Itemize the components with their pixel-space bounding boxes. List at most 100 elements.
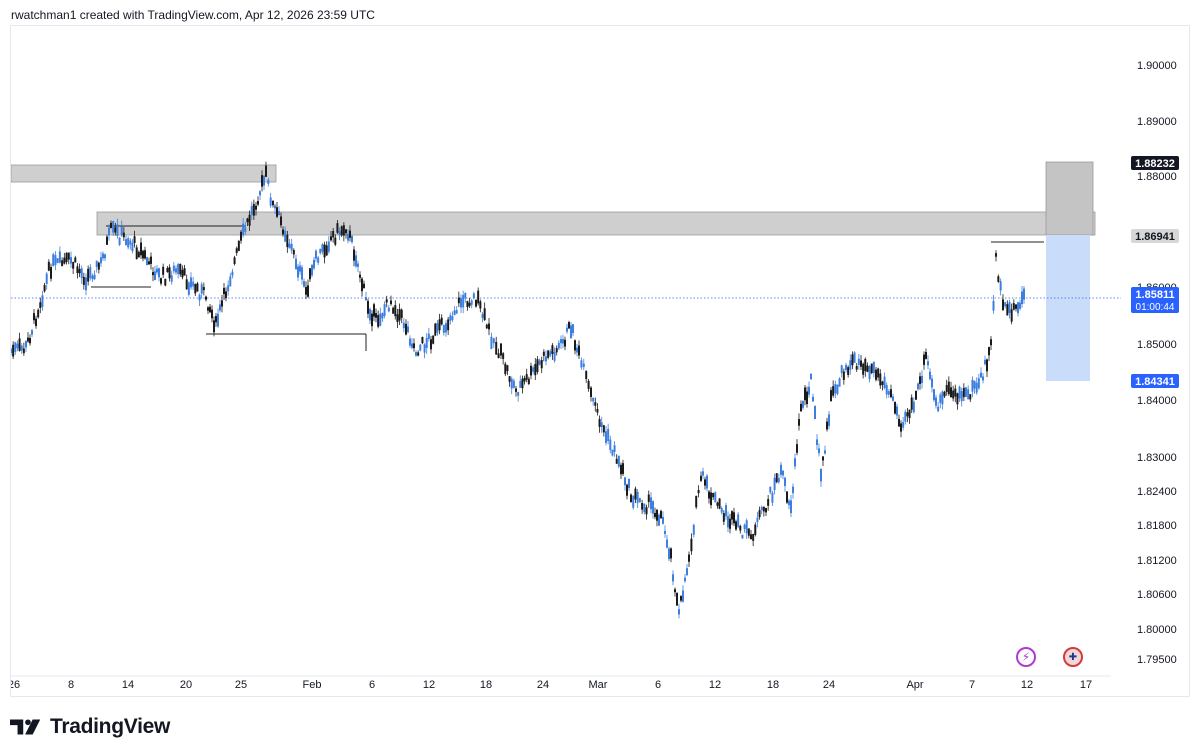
candle-body	[177, 264, 180, 274]
candle-body	[363, 283, 365, 289]
candle-body	[365, 297, 367, 301]
candle-body	[954, 388, 957, 397]
candle-body	[969, 394, 972, 400]
price-chart[interactable]: 1.900001.890001.880001.860001.850001.840…	[11, 26, 1189, 696]
candle-body	[133, 236, 136, 244]
candle-body	[760, 506, 763, 511]
candle-body	[992, 300, 995, 311]
candle-body	[933, 389, 935, 401]
candle-body	[215, 316, 217, 323]
candle-body	[229, 276, 232, 287]
candle-body	[587, 380, 590, 389]
candle-body	[860, 360, 862, 367]
candle-body	[885, 384, 888, 395]
candle-body	[718, 498, 721, 509]
chart-frame[interactable]: 1.900001.890001.880001.860001.850001.840…	[10, 25, 1190, 697]
candle-body	[61, 260, 64, 267]
candle-body	[205, 296, 207, 300]
candle-body	[1021, 291, 1023, 305]
candle-body	[313, 259, 315, 269]
candle-body	[650, 497, 652, 510]
tradingview-logo-icon	[10, 719, 41, 735]
candle-body	[369, 308, 371, 321]
candle-body	[995, 253, 997, 257]
candle-body	[564, 339, 566, 347]
candle-body	[41, 295, 44, 307]
candle-body	[743, 524, 746, 530]
candle-body	[45, 273, 48, 284]
candle-body	[745, 520, 748, 534]
candle-body	[1002, 299, 1004, 311]
candle-body	[29, 337, 31, 344]
candle-body	[654, 512, 656, 518]
candle-body	[166, 267, 169, 273]
candle-body	[12, 344, 15, 357]
candle-body	[78, 269, 81, 274]
candle-body	[288, 243, 291, 249]
candle-body	[600, 422, 603, 428]
candle-body	[555, 348, 558, 353]
candle-body	[317, 257, 320, 263]
candle-body	[14, 342, 17, 352]
candle-body	[602, 425, 605, 433]
candle-body	[427, 333, 430, 339]
candle-body	[39, 302, 42, 308]
candle-body	[927, 361, 929, 366]
candle-body	[286, 234, 289, 248]
candle-body	[377, 314, 380, 327]
brand-name: TradingView	[50, 715, 171, 738]
lightning-icon[interactable]: ⚡	[1016, 647, 1036, 667]
x-tick-label: 12	[423, 679, 435, 691]
candle-body	[274, 205, 276, 209]
candle-body	[106, 236, 108, 245]
candle-body	[334, 237, 337, 245]
candle-body	[65, 252, 68, 263]
candle-body	[299, 265, 301, 272]
candle-body	[76, 266, 79, 274]
candle-body	[632, 495, 635, 508]
candle-body	[89, 267, 92, 278]
candle-body	[284, 230, 287, 242]
candle-body	[267, 179, 270, 184]
candle-body	[915, 390, 917, 400]
candle-body	[477, 290, 480, 304]
candle-body	[762, 506, 765, 512]
x-tick-label: Feb	[303, 679, 322, 691]
candle-body	[87, 268, 90, 282]
candle-body	[939, 394, 942, 403]
candle-body	[929, 371, 931, 380]
candle-body	[777, 477, 780, 483]
candle-body	[887, 391, 890, 395]
candle-body	[152, 272, 154, 276]
candle-body	[636, 491, 639, 503]
candle-body	[945, 385, 948, 393]
candle-body	[85, 277, 87, 291]
target-box	[1045, 161, 1094, 236]
candle-body	[305, 286, 307, 295]
candle-body	[290, 243, 293, 251]
candle-body	[168, 267, 171, 279]
candle-body	[70, 257, 72, 264]
candle-body	[613, 445, 616, 452]
candle-body	[122, 232, 125, 238]
candle-body	[527, 378, 530, 384]
candle-body	[137, 251, 140, 258]
candle-body	[231, 271, 234, 276]
uk-flag-icon[interactable]: ✚	[1063, 647, 1083, 667]
y-tick-label: 1.82400	[1137, 486, 1177, 498]
candle-body	[824, 450, 826, 454]
candle-body	[213, 320, 215, 333]
candle-body	[250, 206, 253, 215]
candle-body	[129, 240, 132, 245]
candle-body	[257, 200, 259, 205]
candle-body	[434, 323, 437, 336]
chart-attribution: rwatchman1 created with TradingView.com,…	[11, 8, 375, 22]
upper-supply-zone	[11, 164, 277, 183]
candle-body	[398, 308, 401, 321]
candle-body	[255, 205, 257, 210]
candle-body	[67, 252, 70, 260]
candle-body	[421, 337, 424, 344]
candle-body	[551, 345, 554, 354]
candle-body	[371, 313, 373, 327]
candle-body	[626, 484, 628, 496]
